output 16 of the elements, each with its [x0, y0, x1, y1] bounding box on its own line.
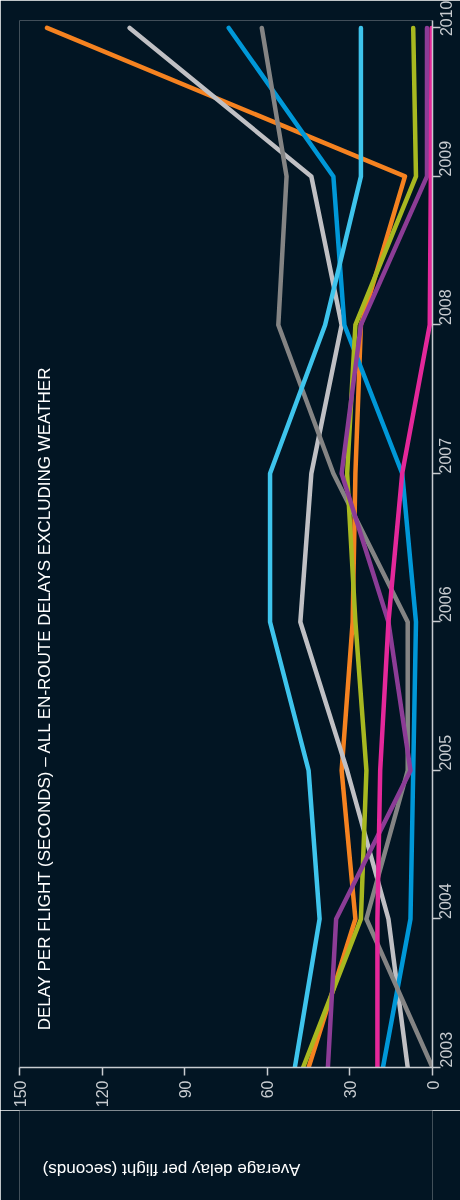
y-tick-label: 2006: [437, 586, 455, 622]
y-tick-label: 2003: [437, 1031, 455, 1068]
y-tick-label: 2005: [437, 734, 455, 771]
x-axis-title: Average delay per flight (seconds): [42, 1159, 301, 1179]
y-tick-label: 2010: [437, 0, 455, 37]
x-tick-label: 120: [94, 1080, 112, 1108]
text: DELAY PER FLIGHT (SECONDS) – ALL EN-ROUTE DELAYS EXCLUDING WEATHER: [34, 367, 54, 1031]
y-tick-label: 2007: [437, 437, 455, 474]
y-tick-label: 2004: [437, 883, 455, 919]
y-tick-label: 2008: [437, 289, 455, 325]
x-tick-label: 0: [424, 1080, 442, 1090]
x-tick-label: 90: [176, 1080, 194, 1099]
x-tick-label: 30: [341, 1080, 359, 1099]
x-tick-label: 60: [259, 1080, 277, 1099]
y-tick-label: 2009: [437, 140, 455, 177]
x-tick-label: 150: [11, 1080, 29, 1108]
